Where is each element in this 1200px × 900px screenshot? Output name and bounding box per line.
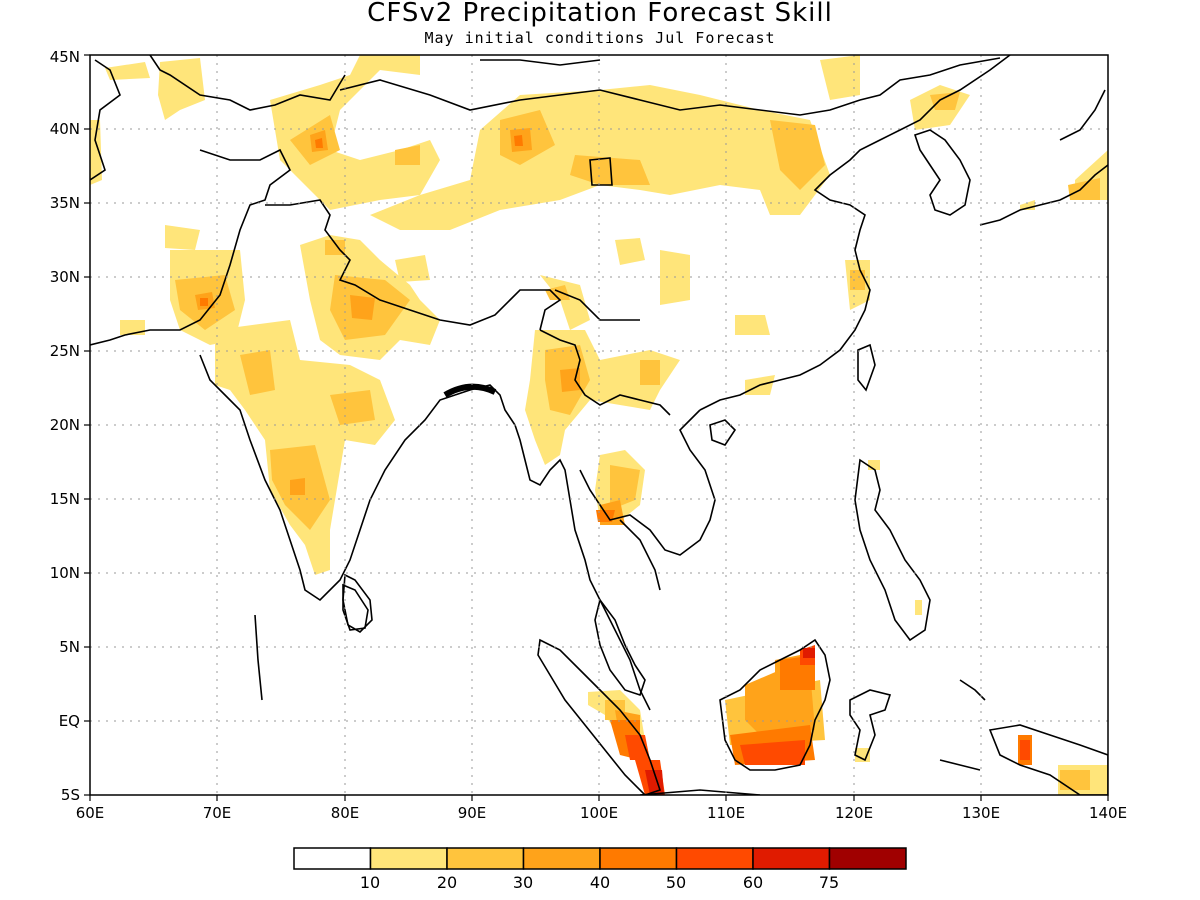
- colorbar-box-5: [675, 847, 754, 870]
- latitude-labels: 5S EQ 5N 10N 15N 20N 25N 30N 35N 40N 45N: [50, 48, 80, 804]
- longitude-labels: 60E 70E 80E 90E 100E 110E 120E 130E 140E: [76, 804, 1127, 822]
- colorbar-box-6: [752, 847, 831, 870]
- colorbar-box-1: [369, 847, 448, 870]
- lat-label: 25N: [50, 342, 80, 360]
- lon-label: 60E: [76, 804, 105, 822]
- colorbar: 10 20 30 40 50 60 75: [293, 847, 907, 892]
- lon-label: 110E: [707, 804, 745, 822]
- colorbar-box-7: [828, 847, 907, 870]
- lat-label: 10N: [50, 564, 80, 582]
- colorbar-box-3: [522, 847, 601, 870]
- lat-label: 5N: [59, 638, 80, 656]
- lon-label: 130E: [962, 804, 1000, 822]
- lat-label: 45N: [50, 48, 80, 66]
- colorbar-label: 50: [666, 873, 686, 892]
- lon-label: 90E: [458, 804, 487, 822]
- lat-label: 20N: [50, 416, 80, 434]
- coastlines: [90, 55, 1108, 795]
- lon-label: 140E: [1089, 804, 1127, 822]
- lon-label: 80E: [331, 804, 360, 822]
- lat-label: 40N: [50, 120, 80, 138]
- colorbar-label: 30: [513, 873, 533, 892]
- colorbar-box-0: [293, 847, 372, 870]
- map-title: CFSv2 Precipitation Forecast Skill: [367, 0, 833, 28]
- lon-label: 70E: [203, 804, 232, 822]
- lon-label: 100E: [580, 804, 618, 822]
- colorbar-label: 10: [360, 873, 380, 892]
- map-subtitle: May initial conditions Jul Forecast: [424, 29, 776, 47]
- colorbar-label: 40: [590, 873, 610, 892]
- colorbar-label: 20: [437, 873, 457, 892]
- lat-label: 15N: [50, 490, 80, 508]
- colorbar-box-4: [599, 847, 678, 870]
- lat-label: 35N: [50, 194, 80, 212]
- lat-label: 30N: [50, 268, 80, 286]
- grid-lines: [90, 55, 1108, 795]
- lon-label: 120E: [835, 804, 873, 822]
- lat-label: 5S: [61, 786, 80, 804]
- colorbar-label: 60: [743, 873, 763, 892]
- lat-label: EQ: [59, 712, 80, 730]
- colorbar-box-2: [446, 847, 525, 870]
- skill-shading: [90, 55, 1108, 795]
- colorbar-label: 75: [819, 873, 839, 892]
- tick-marks: [84, 54, 1109, 801]
